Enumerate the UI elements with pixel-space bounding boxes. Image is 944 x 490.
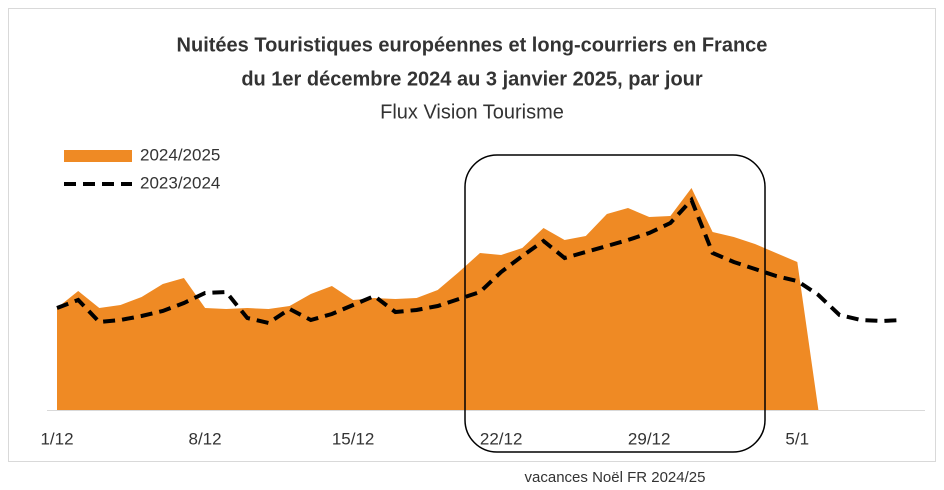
legend-label: 2024/2025: [140, 145, 220, 164]
legend-label: 2023/2024: [140, 173, 220, 192]
highlight-box: [464, 154, 766, 453]
chart-title: du 1er décembre 2024 au 3 janvier 2025, …: [241, 68, 703, 90]
legend-swatch: [64, 150, 132, 162]
x-tick-label: 1/12: [40, 429, 73, 448]
annotation: vacances Noël FR 2024/25: [525, 469, 706, 486]
chart-subtitle: Flux Vision Tourisme: [380, 101, 564, 123]
chart-title: Nuitées Touristiques européennes et long…: [177, 34, 768, 56]
x-tick-label: 8/12: [189, 429, 222, 448]
line: [56, 196, 904, 326]
x-tick-label: 22/12: [480, 429, 523, 448]
x-tick-label: 15/12: [332, 429, 375, 448]
x-tick-label: 5/1: [785, 429, 809, 448]
area: [57, 188, 819, 410]
plot: [56, 188, 904, 410]
x-tick-label: 29/12: [628, 429, 671, 448]
